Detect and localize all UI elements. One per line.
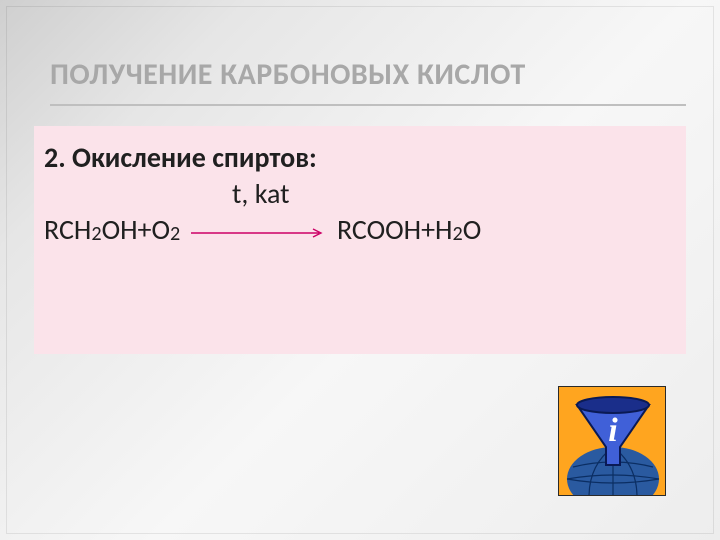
eq-right-b: O <box>463 212 482 247</box>
slide-title: ПОЛУЧЕНИЕ КАРБОНОВЫХ КИСЛОТ <box>50 56 680 93</box>
line-3-equation: RCH2OH+O2 RCOOH+H2O <box>44 212 676 250</box>
info-funnel-globe-icon: i <box>559 387 666 496</box>
eq-sub-2: 2 <box>170 222 180 246</box>
svg-text:i: i <box>608 412 618 449</box>
eq-left-a: RCH <box>44 212 91 247</box>
item-number: 2. <box>44 140 66 175</box>
info-icon-box: i <box>558 386 666 496</box>
title-underline <box>50 104 686 106</box>
eq-right-a: RCOOH+H <box>337 212 453 247</box>
item-heading: Окисление спиртов: <box>66 140 317 175</box>
content-box: 2. Окисление спиртов: t, kat RCH2OH+O2 R… <box>34 126 686 354</box>
reaction-arrow <box>191 212 325 248</box>
slide: ПОЛУЧЕНИЕ КАРБОНОВЫХ КИСЛОТ 2. Окисление… <box>0 0 720 540</box>
line-1: 2. Окисление спиртов: <box>44 140 676 176</box>
eq-sub-3: 2 <box>453 222 463 246</box>
eq-left-b: OH+O <box>102 212 170 247</box>
line-2-conditions: t, kat <box>44 176 676 212</box>
eq-sub-1: 2 <box>91 222 101 246</box>
arrow-icon <box>191 227 325 239</box>
